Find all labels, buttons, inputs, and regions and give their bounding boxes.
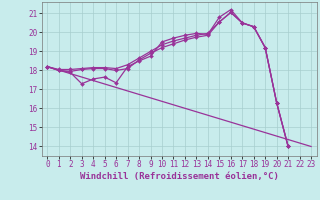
X-axis label: Windchill (Refroidissement éolien,°C): Windchill (Refroidissement éolien,°C): [80, 172, 279, 181]
